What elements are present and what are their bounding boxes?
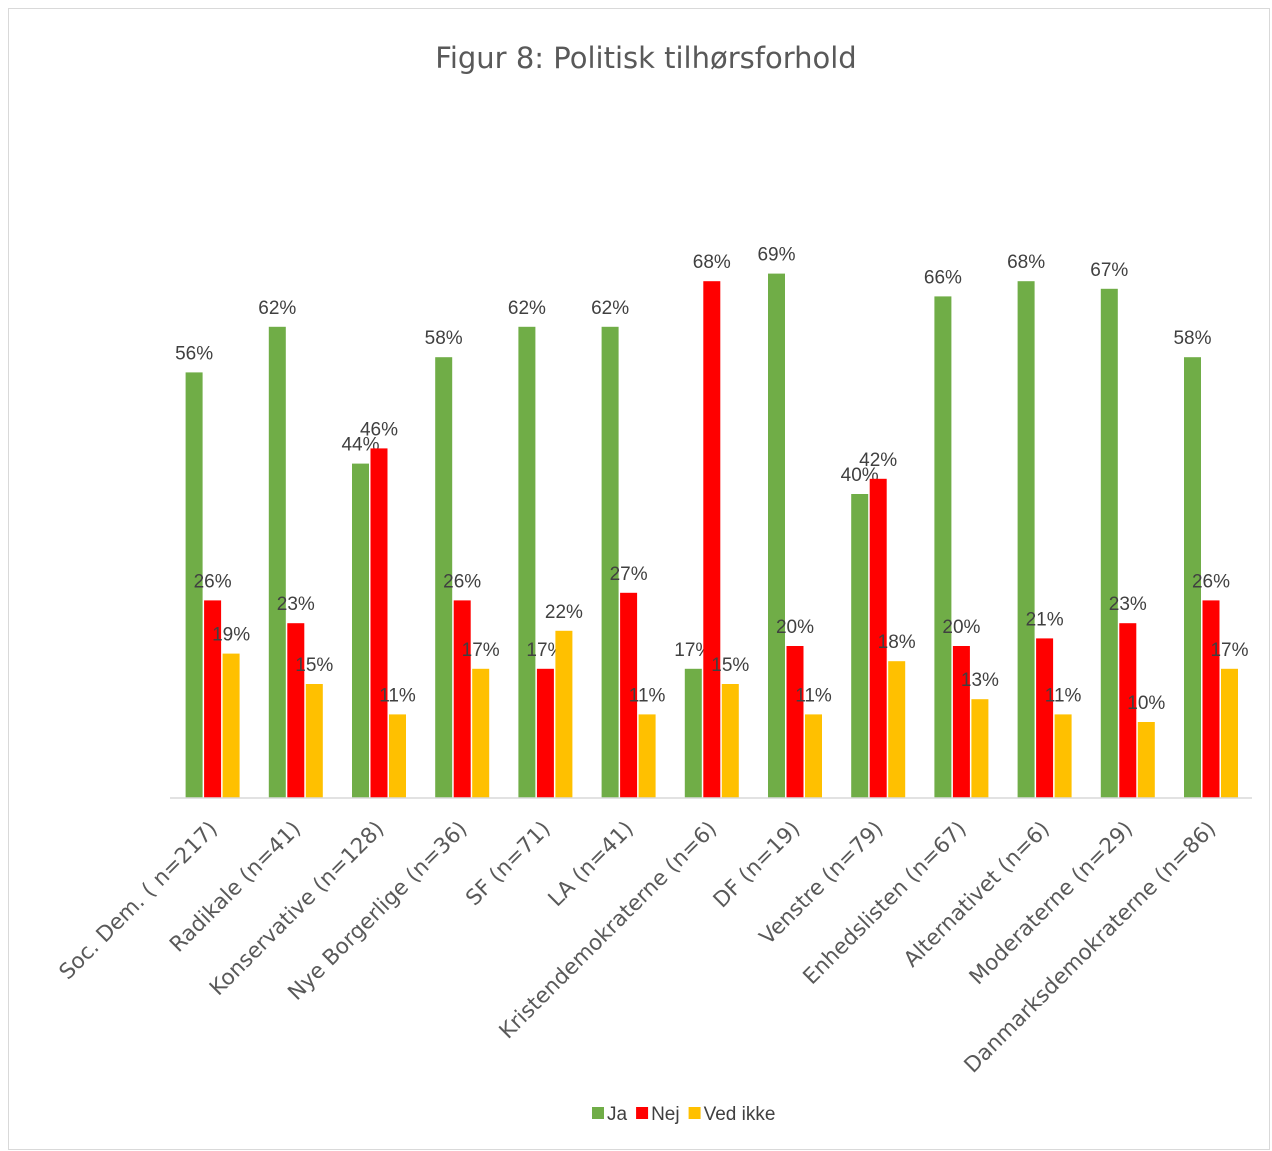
bar-nej [620, 592, 638, 798]
data-label: 15% [711, 655, 749, 676]
bar-ja [435, 357, 453, 798]
data-label: 58% [1173, 328, 1211, 349]
bar-ved-ikke [721, 684, 739, 798]
bar-ja [684, 668, 702, 798]
bar-nej [1119, 623, 1137, 798]
data-label: 23% [1109, 594, 1147, 615]
chart-title: Figur 8: Politisk tilhørsforhold [435, 41, 856, 75]
category-label: SF (n=71) [461, 817, 555, 911]
data-label: 11% [379, 685, 416, 706]
data-label: 46% [360, 419, 398, 440]
data-label: 11% [1045, 685, 1082, 706]
category-label: Soc. Dem. ( n=217) [55, 817, 223, 985]
bar-nej [952, 646, 970, 798]
bar-ja [1184, 357, 1201, 798]
data-label: 19% [212, 625, 250, 646]
data-label: 67% [1090, 260, 1128, 281]
bar-ved-ikke [555, 630, 573, 798]
data-label: 62% [258, 298, 296, 319]
bar-ved-ikke [222, 653, 240, 798]
legend-swatch [592, 1107, 604, 1119]
data-label: 23% [277, 594, 315, 615]
category-label: Enhedslisten (n=67) [798, 817, 971, 990]
bar-ved-ikke [638, 714, 656, 798]
bar-ved-ikke [472, 668, 490, 798]
bar-ja [851, 494, 869, 798]
bar-ja [1017, 281, 1035, 798]
category-labels: Soc. Dem. ( n=217)Radikale (n=41)Konserv… [55, 817, 1222, 1079]
bar-nej [370, 448, 388, 798]
legend-swatch [688, 1107, 701, 1119]
plot-area: 56% 26% 19% 62% 23% 15% 44%46% 11% 58% 26% 17% 62% 1… [175, 245, 1249, 799]
bar-nej [1202, 600, 1220, 798]
category-label: Alternativet (n=6) [899, 817, 1055, 973]
bar-ja [934, 296, 952, 798]
bar-ved-ikke [1221, 668, 1238, 798]
bar-nej [204, 600, 222, 798]
bar-ja [601, 326, 619, 798]
category-label: Moderaterne (n=29) [965, 817, 1138, 990]
data-label: 40% [841, 465, 879, 486]
bar-ja [268, 326, 286, 798]
bar-ja [1100, 288, 1118, 798]
legend-label: Ja [607, 1104, 628, 1125]
data-label: 62% [591, 298, 629, 319]
data-label: 44% [341, 435, 379, 456]
chart-frame [8, 8, 1270, 1150]
data-label: 56% [175, 343, 213, 364]
bar-ved-ikke [1137, 722, 1155, 798]
data-label: 13% [961, 670, 999, 691]
bar-ja [518, 326, 536, 798]
data-label: 21% [1026, 609, 1064, 630]
bar-nej [869, 478, 887, 798]
legend-swatch [636, 1107, 649, 1119]
bar-ja [352, 463, 369, 798]
bar-ved-ikke [389, 714, 406, 798]
data-label: 11% [629, 685, 666, 706]
data-label: 10% [1127, 693, 1165, 714]
data-label: 15% [295, 655, 333, 676]
bar-ved-ikke [971, 699, 989, 798]
bar-ved-ikke [805, 714, 822, 798]
data-label: 26% [443, 571, 481, 592]
data-label: 11% [795, 685, 832, 706]
legend: Ja Nej Ved ikke [592, 1104, 775, 1125]
bar-ved-ikke [305, 684, 323, 798]
bar-ved-ikke [1054, 714, 1072, 798]
data-label: 20% [942, 617, 980, 638]
bar-nej [536, 668, 554, 798]
data-label: 17% [1210, 640, 1248, 661]
bar-ja [185, 372, 203, 798]
bar-ja [768, 273, 785, 799]
data-label: 68% [1007, 252, 1045, 273]
bar-ved-ikke [888, 661, 906, 798]
data-label: 22% [545, 602, 583, 623]
legend-label: Nej [651, 1104, 680, 1125]
data-label: 18% [878, 632, 916, 653]
data-label: 26% [194, 571, 232, 592]
bar-nej [287, 623, 305, 798]
data-label: 66% [924, 267, 962, 288]
data-label: 42% [859, 450, 897, 471]
data-label: 62% [508, 298, 546, 319]
bar-nej [1036, 638, 1054, 798]
data-label: 27% [610, 564, 648, 585]
bar-nej [703, 281, 721, 798]
bar-nej [453, 600, 471, 798]
data-label: 20% [776, 617, 814, 638]
bar-nej [786, 646, 804, 798]
data-label: 58% [425, 328, 463, 349]
data-label: 68% [693, 252, 731, 273]
data-label: 17% [674, 640, 712, 661]
data-label: 26% [1192, 571, 1230, 592]
legend-label: Ved ikke [704, 1104, 776, 1125]
data-label: 17% [526, 640, 564, 661]
data-label: 69% [757, 245, 795, 266]
data-label: 17% [462, 640, 500, 661]
